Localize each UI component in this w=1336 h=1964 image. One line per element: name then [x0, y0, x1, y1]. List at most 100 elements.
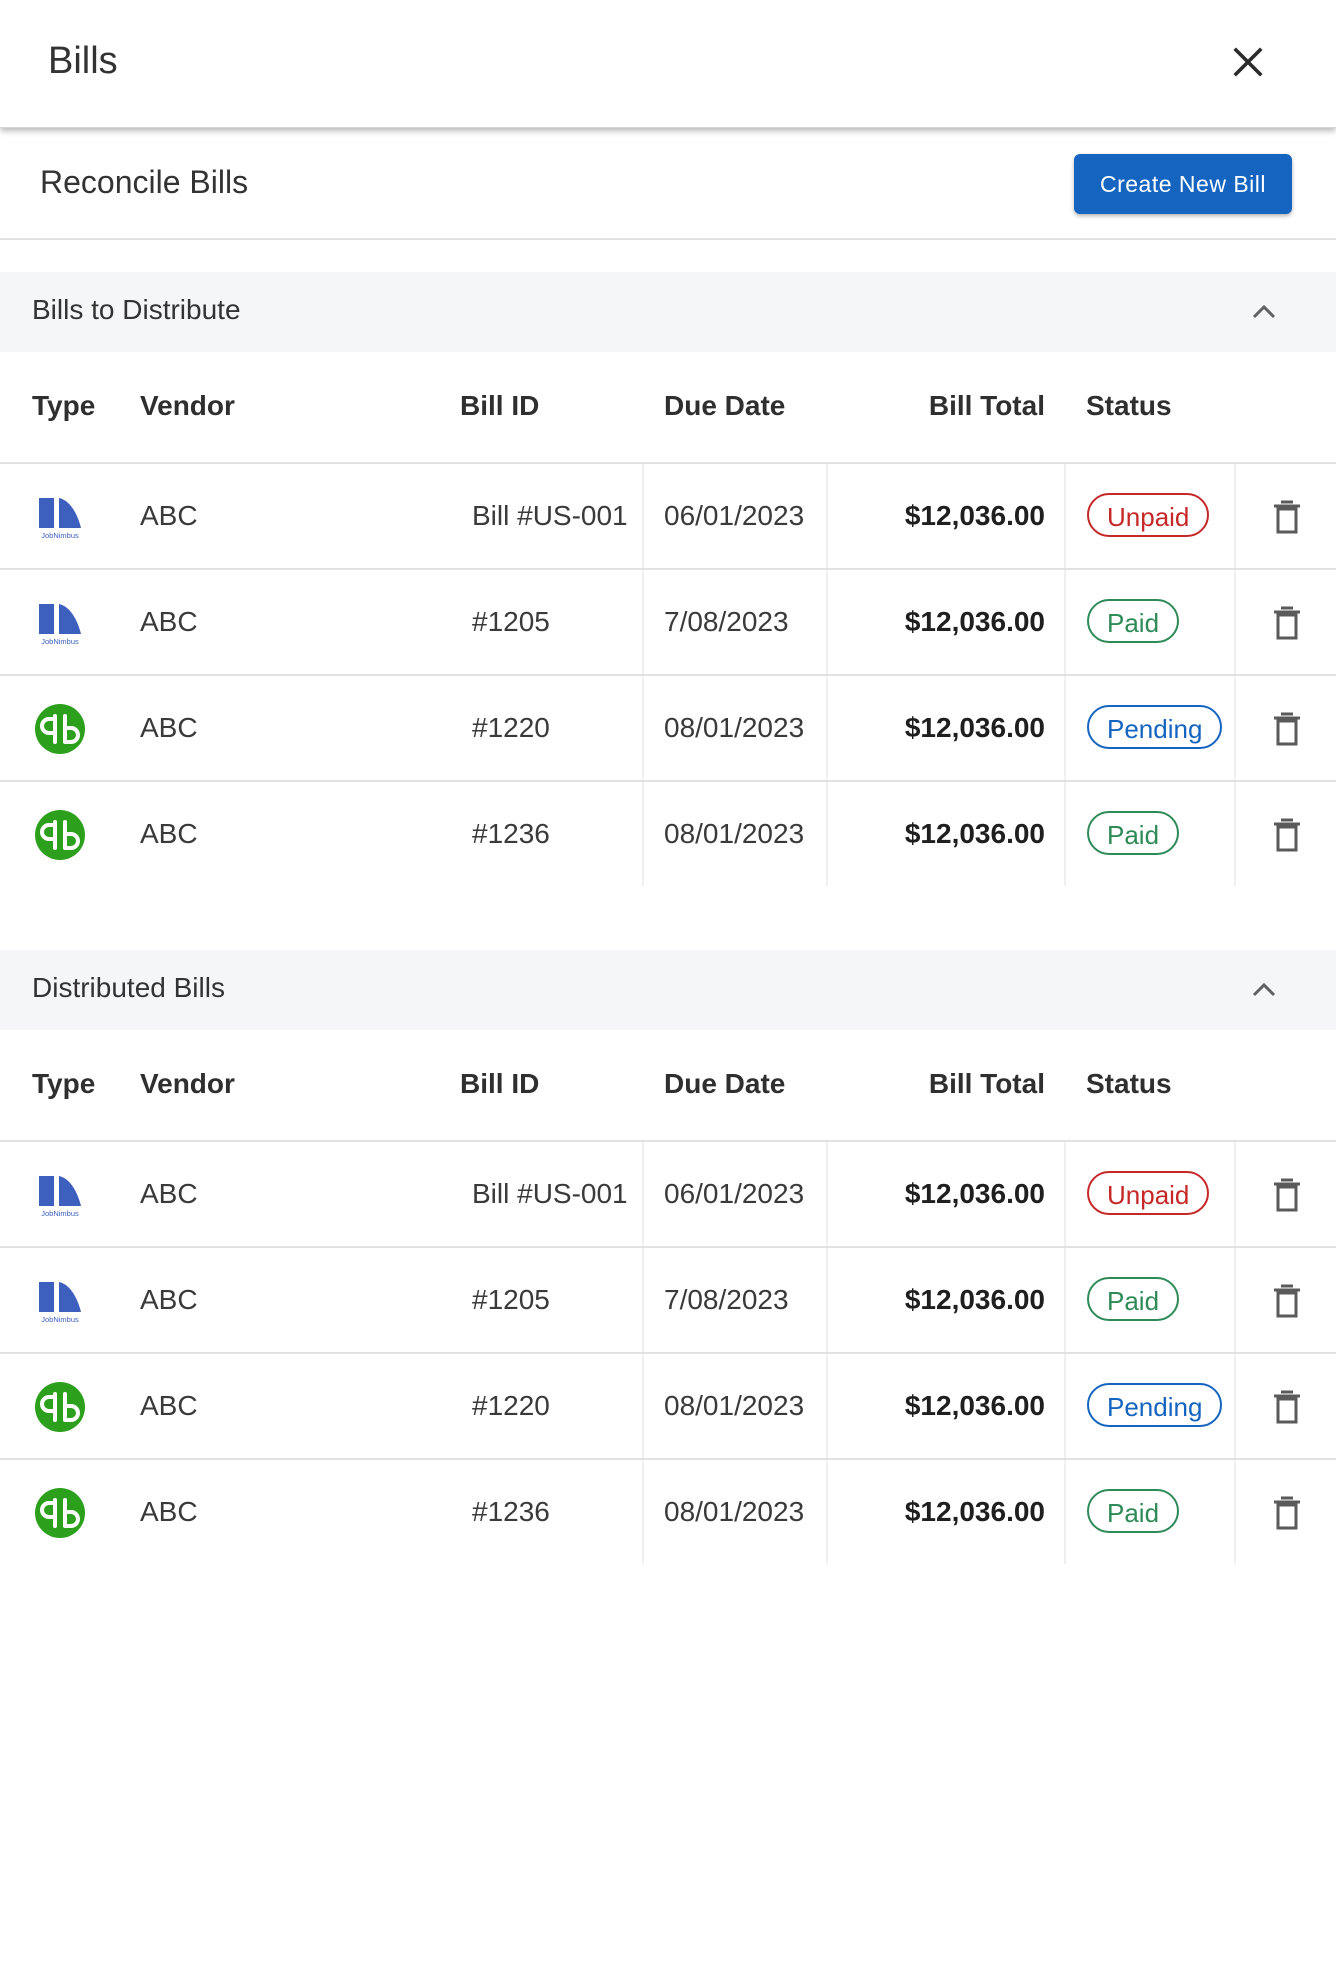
type-cell	[33, 808, 87, 862]
table-row[interactable]: ABC #1220 08/01/2023 $12,036.00 Pending	[0, 1354, 1336, 1460]
due-date-cell: 08/01/2023	[664, 1390, 805, 1421]
vendor-cell: ABC	[140, 1178, 198, 1209]
column-divider	[642, 676, 644, 780]
bill-id-cell: #1220	[472, 712, 550, 743]
trash-icon[interactable]	[1272, 818, 1302, 852]
due-date-cell: 06/01/2023	[664, 1178, 805, 1209]
status-badge: Paid	[1087, 1489, 1180, 1533]
type-cell	[33, 1380, 87, 1434]
status-cell: Unpaid	[1087, 1171, 1210, 1215]
section-title: Distributed Bills	[32, 972, 225, 1003]
bill-total-cell: $12,036.00	[904, 1178, 1045, 1209]
trash-icon[interactable]	[1272, 606, 1302, 640]
trash-icon[interactable]	[1272, 500, 1302, 534]
table-row[interactable]: JobNimbus ABC Bill #US-001 06/01/2023 $1…	[0, 464, 1336, 570]
type-cell: JobNimbus	[33, 1168, 87, 1222]
column-divider	[642, 570, 644, 674]
column-divider	[826, 782, 828, 886]
svg-text:JobNimbus: JobNimbus	[41, 1315, 79, 1324]
column-header-status[interactable]: Status	[1086, 390, 1172, 421]
column-divider	[642, 1248, 644, 1352]
bill-total-cell: $12,036.00	[904, 1284, 1045, 1315]
trash-icon[interactable]	[1272, 1178, 1302, 1212]
column-header-bill-id[interactable]: Bill ID	[460, 390, 540, 421]
vendor-cell: ABC	[140, 606, 198, 637]
vendor-cell: ABC	[140, 1390, 198, 1421]
column-header-status[interactable]: Status	[1086, 1068, 1172, 1099]
column-divider	[1234, 676, 1236, 780]
create-new-bill-button[interactable]: Create New Bill	[1074, 154, 1292, 214]
vendor-cell: ABC	[140, 1496, 198, 1527]
table-row[interactable]: JobNimbus ABC #1205 7/08/2023 $12,036.00…	[0, 570, 1336, 676]
trash-icon[interactable]	[1272, 1390, 1302, 1424]
column-header-type[interactable]: Type	[32, 1068, 96, 1099]
column-header-vendor[interactable]: Vendor	[140, 390, 235, 421]
status-cell: Paid	[1087, 599, 1180, 643]
column-divider	[1064, 676, 1066, 780]
column-divider	[642, 464, 644, 568]
quickbooks-logo-icon	[35, 704, 85, 754]
jobnimbus-logo-icon: JobNimbus	[39, 498, 81, 540]
type-cell: JobNimbus	[33, 1274, 87, 1328]
column-divider	[1234, 1142, 1236, 1246]
trash-icon[interactable]	[1272, 1284, 1302, 1318]
column-divider	[642, 1460, 644, 1564]
status-badge: Paid	[1087, 1277, 1180, 1321]
table-row[interactable]: ABC #1236 08/01/2023 $12,036.00 Paid	[0, 1460, 1336, 1564]
bill-total-cell: $12,036.00	[904, 606, 1045, 637]
column-header-bill-total[interactable]: Bill Total	[928, 390, 1045, 421]
bill-id-cell: #1205	[472, 606, 550, 637]
column-header-due-date[interactable]: Due Date	[664, 1068, 786, 1099]
status-cell: Paid	[1087, 811, 1180, 855]
column-divider	[1234, 782, 1236, 886]
section-header[interactable]: Bills to Distribute	[0, 272, 1336, 352]
svg-text:JobNimbus: JobNimbus	[41, 637, 79, 646]
due-date-cell: 7/08/2023	[664, 606, 789, 637]
trash-icon[interactable]	[1272, 1496, 1302, 1530]
table-body: JobNimbus ABC Bill #US-001 06/01/2023 $1…	[0, 464, 1336, 886]
due-date-cell: 08/01/2023	[664, 1496, 805, 1527]
table-row[interactable]: JobNimbus ABC Bill #US-001 06/01/2023 $1…	[0, 1142, 1336, 1248]
jobnimbus-logo-icon: JobNimbus	[39, 1176, 81, 1218]
bill-total-cell: $12,036.00	[904, 500, 1045, 531]
chevron-up-icon[interactable]	[1248, 296, 1280, 328]
column-divider	[1234, 464, 1236, 568]
section-header[interactable]: Distributed Bills	[0, 950, 1336, 1030]
table-row[interactable]: ABC #1220 08/01/2023 $12,036.00 Pending	[0, 676, 1336, 782]
table-header: Type Vendor Bill ID Due Date Bill Total …	[0, 1030, 1336, 1142]
column-divider	[1234, 1354, 1236, 1458]
quickbooks-logo-icon	[35, 810, 85, 860]
bill-total-cell: $12,036.00	[904, 1496, 1045, 1527]
type-cell	[33, 1486, 87, 1540]
jobnimbus-logo-icon: JobNimbus	[39, 1282, 81, 1324]
close-button[interactable]	[1228, 42, 1268, 82]
column-header-due-date[interactable]: Due Date	[664, 390, 786, 421]
table-header: Type Vendor Bill ID Due Date Bill Total …	[0, 352, 1336, 464]
column-divider	[1234, 570, 1236, 674]
column-divider	[1064, 570, 1066, 674]
trash-icon[interactable]	[1272, 712, 1302, 746]
table-row[interactable]: JobNimbus ABC #1205 7/08/2023 $12,036.00…	[0, 1248, 1336, 1354]
column-divider	[1064, 1460, 1066, 1564]
bill-id-cell: #1236	[472, 1496, 550, 1527]
chevron-up-icon[interactable]	[1248, 974, 1280, 1006]
column-divider	[826, 464, 828, 568]
status-badge: Paid	[1087, 811, 1180, 855]
column-divider	[1064, 782, 1066, 886]
column-header-bill-id[interactable]: Bill ID	[460, 1068, 540, 1099]
status-cell: Pending	[1087, 705, 1223, 749]
bill-total-cell: $12,036.00	[904, 1390, 1045, 1421]
status-badge: Pending	[1087, 705, 1223, 749]
reconcile-bills-title: Reconcile Bills	[40, 164, 249, 200]
type-cell	[33, 702, 87, 756]
column-header-vendor[interactable]: Vendor	[140, 1068, 235, 1099]
table-row[interactable]: ABC #1236 08/01/2023 $12,036.00 Paid	[0, 782, 1336, 886]
column-header-type[interactable]: Type	[32, 390, 96, 421]
quickbooks-logo-icon	[35, 1488, 85, 1538]
column-header-bill-total[interactable]: Bill Total	[928, 1068, 1045, 1099]
bill-total-cell: $12,036.00	[904, 818, 1045, 849]
svg-text:JobNimbus: JobNimbus	[41, 1209, 79, 1218]
table-body: JobNimbus ABC Bill #US-001 06/01/2023 $1…	[0, 1142, 1336, 1564]
type-cell: JobNimbus	[33, 490, 87, 544]
column-divider	[826, 1142, 828, 1246]
